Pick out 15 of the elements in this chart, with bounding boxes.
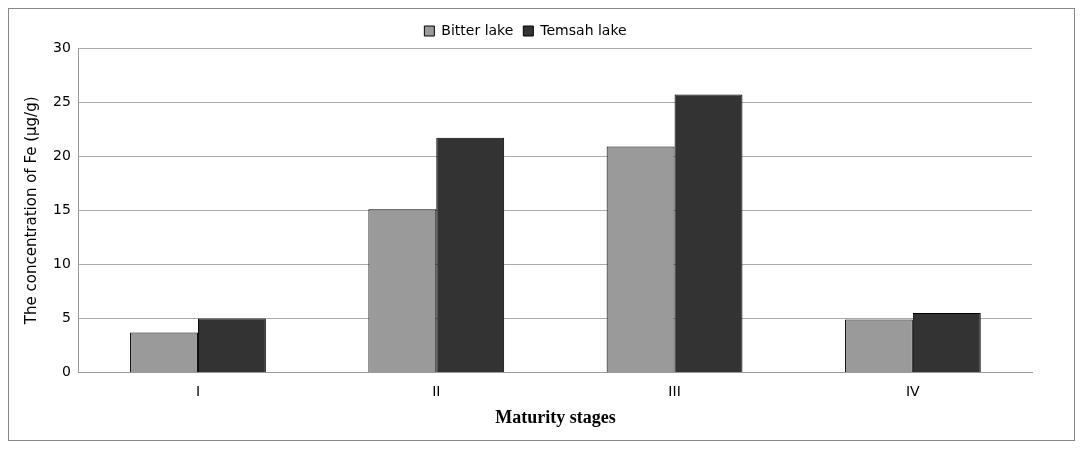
y-tick-label: 20 — [52, 146, 71, 163]
y-tick-label: 0 — [61, 363, 71, 380]
x-tick-label: II — [432, 382, 441, 399]
y-tick-label: 10 — [52, 255, 71, 272]
legend-label: Temsah lake — [539, 21, 627, 38]
y-tick-label: 30 — [52, 38, 71, 55]
x-axis-title: Maturity stages — [495, 406, 616, 427]
y-tick-label: 15 — [52, 200, 71, 217]
x-tick-label: IV — [905, 382, 921, 399]
y-tick-label: 5 — [61, 309, 71, 326]
y-axis-title: The concentration of Fe (μg/g) — [21, 96, 40, 326]
legend-label: Bitter lake — [441, 21, 514, 38]
x-tick-label: I — [195, 382, 201, 399]
x-tick-label: III — [668, 382, 681, 399]
y-tick-label: 25 — [52, 92, 71, 109]
